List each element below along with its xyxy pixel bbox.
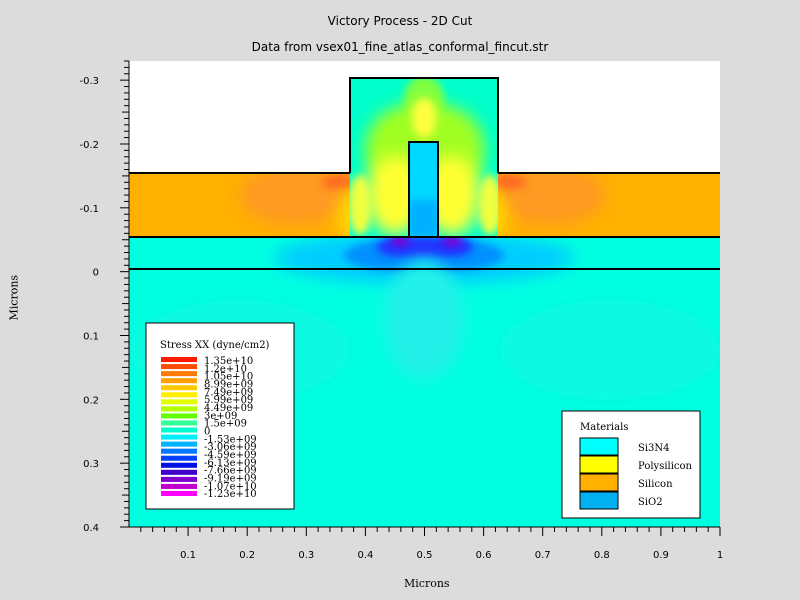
material-swatch (579, 455, 619, 474)
x-tick-label: 1 (717, 550, 723, 561)
stress-swatch (161, 399, 197, 405)
y-tick-label: 0 (93, 268, 99, 279)
x-tick-label: 0.5 (417, 550, 433, 561)
stress-label: 1.5e+09 (204, 419, 247, 430)
stress-swatch (161, 420, 197, 426)
stress-swatch (161, 427, 197, 433)
stress-label: -1.07e+10 (204, 481, 257, 492)
stress-legend: Stress XX (dyne/cm2) 1.35e+101.2e+101.05… (145, 322, 295, 510)
stress-swatch (161, 357, 197, 363)
x-tick-label: 0.8 (594, 550, 610, 561)
x-tick-label: 0.1 (180, 550, 196, 561)
stress-swatch (161, 392, 197, 398)
y-tick-label: 0.2 (83, 395, 99, 406)
stress-label: 7.49e+09 (204, 387, 253, 398)
stress-label: 3e+09 (204, 411, 237, 422)
stress-label: -6.13e+09 (204, 458, 257, 469)
stress-label: 5.99e+09 (204, 395, 253, 406)
stress-swatch (161, 490, 197, 496)
x-tick-label: 0.9 (653, 550, 669, 561)
y-axis-title: Microns (7, 274, 21, 321)
stress-swatch (161, 378, 197, 384)
x-tick-label: 0.6 (476, 550, 492, 561)
stress-swatch (161, 413, 197, 419)
material-label: Polysilicon (638, 461, 693, 472)
stress-swatch (161, 441, 197, 447)
stress-label: 4.49e+09 (204, 403, 253, 414)
stress-label: -4.59e+09 (204, 450, 257, 461)
material-label: Si3N4 (638, 443, 670, 454)
stress-swatch (161, 364, 197, 370)
stress-swatch (161, 371, 197, 377)
stress-swatch (161, 406, 197, 412)
x-tick-label: 0.4 (357, 550, 373, 561)
y-tick-label: -0.3 (79, 76, 99, 87)
material-swatch (579, 437, 619, 456)
y-tick-label: 0.3 (83, 459, 99, 470)
y-tick-label: -0.2 (79, 140, 99, 151)
material-swatch (579, 491, 619, 510)
stress-label: -1.53e+09 (204, 434, 257, 445)
stress-label: -7.66e+09 (204, 466, 257, 477)
stress-labels: 1.35e+101.2e+101.05e+108.99e+097.49e+095… (204, 356, 257, 500)
material-swatch (579, 473, 619, 492)
materials-legend: Materials Si3N4 Polysilicon Silicon SiO2 (561, 410, 701, 519)
material-items: Si3N4 Polysilicon Silicon SiO2 (579, 437, 693, 510)
material-label: SiO2 (638, 497, 663, 508)
x-tick-label: 0.3 (298, 550, 314, 561)
stress-label: 1.05e+10 (204, 372, 253, 383)
materials-legend-title: Materials (580, 422, 628, 433)
stress-label: 0 (204, 427, 210, 438)
region-outlines (129, 77, 720, 270)
stress-label: -3.06e+09 (204, 442, 257, 453)
x-tick-label: 0.2 (239, 550, 255, 561)
material-label: Silicon (638, 479, 673, 490)
x-axis: 0.1 0.2 0.3 0.4 0.5 0.6 0.7 0.8 0.9 1 (140, 527, 723, 561)
chart-subtitle: Data from vsex01_fine_atlas_conformal_fi… (251, 40, 549, 54)
stress-swatch (161, 385, 197, 391)
stress-swatch (161, 462, 197, 468)
stress-swatch (161, 469, 197, 475)
stress-swatch (161, 448, 197, 454)
stress-swatches (161, 357, 197, 496)
stress-swatch (161, 476, 197, 482)
x-axis-title: Microns (404, 577, 450, 590)
stress-swatch (161, 455, 197, 461)
stress-label: -1.23e+10 (204, 489, 257, 500)
stress-label: 1.35e+10 (204, 356, 253, 367)
stress-label: 1.2e+10 (204, 364, 247, 375)
y-axis: -0.3 -0.2 -0.1 0 0.1 0.2 0.3 0.4 (79, 60, 129, 534)
stress-swatch (161, 434, 197, 440)
y-tick-label: 0.1 (83, 331, 99, 342)
stress-legend-title: Stress XX (dyne/cm2) (160, 340, 270, 351)
oxide-fin (409, 142, 438, 238)
stress-label: 8.99e+09 (204, 380, 253, 391)
stress-swatch (161, 483, 197, 489)
chart-title: Victory Process - 2D Cut (327, 14, 473, 28)
y-tick-label: -0.1 (79, 204, 99, 215)
y-tick-label: 0.4 (83, 523, 99, 534)
x-tick-label: 0.7 (535, 550, 551, 561)
stress-label: -9.19e+09 (204, 474, 257, 485)
